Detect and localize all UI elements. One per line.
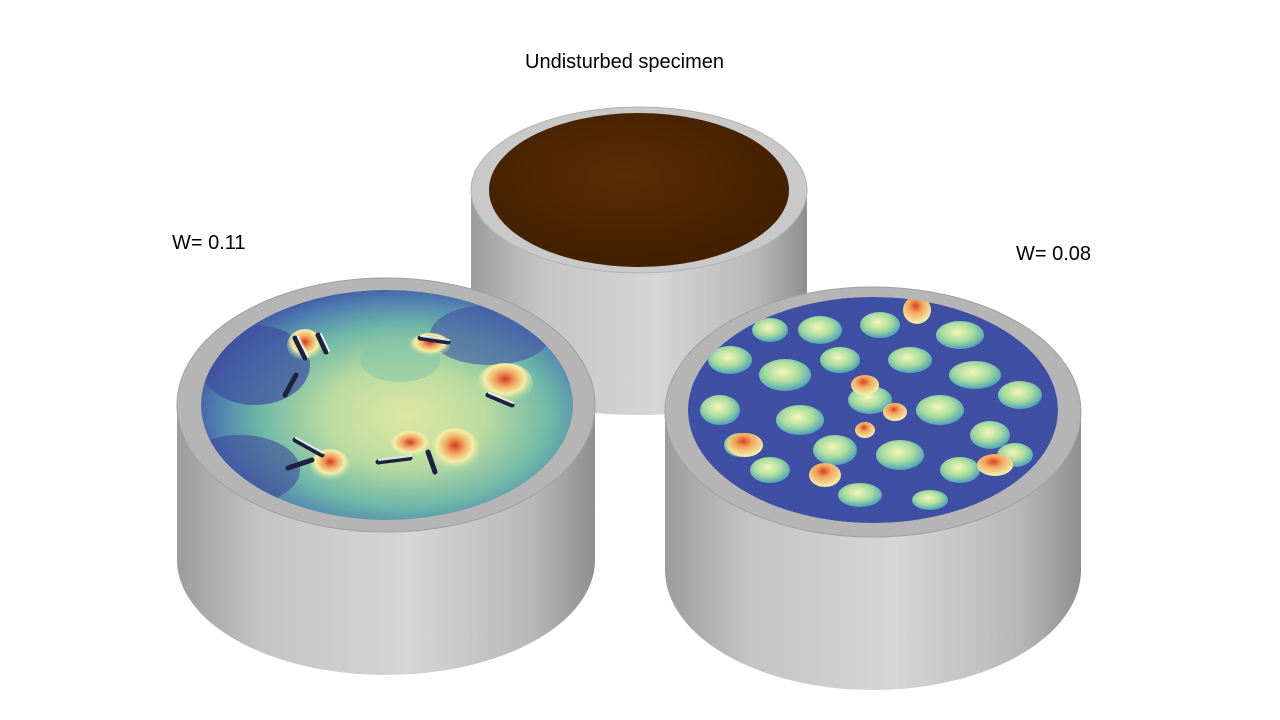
w008-specimen	[664, 286, 1082, 690]
w011-specimen	[176, 277, 596, 675]
left-specimen-label: W= 0.11	[172, 232, 246, 254]
right-specimen-label: W= 0.08	[1016, 243, 1092, 265]
center-specimen-label: Undisturbed specimen	[525, 51, 724, 73]
w008-heightmap	[688, 297, 1058, 523]
undisturbed-surface	[489, 113, 789, 267]
